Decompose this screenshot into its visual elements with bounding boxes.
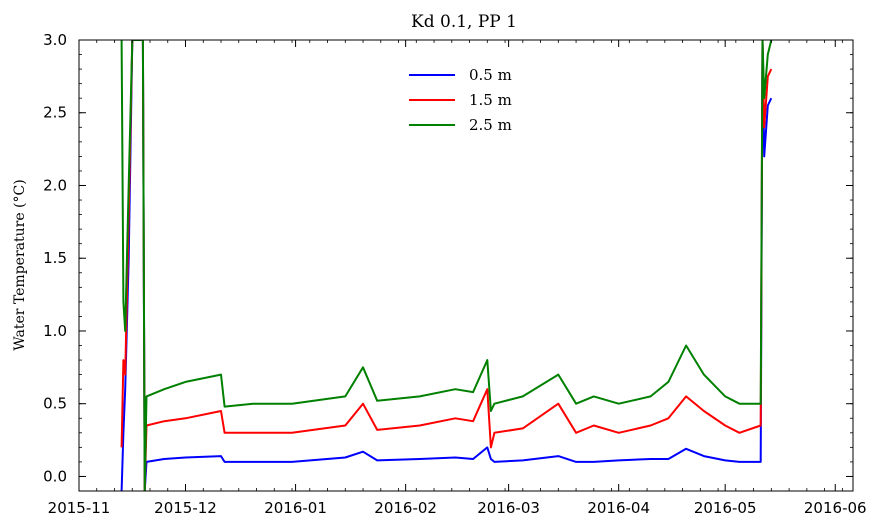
chart-title: Kd 0.1, PP 1 — [411, 12, 517, 32]
ticks-layer: 2015-11 2015-12 2016-01 2016-02 2016-03 2016-… — [43, 31, 866, 517]
series-line-3 — [120, 40, 773, 491]
y-tick-label: 2.0 — [43, 176, 67, 194]
x-tick-label: 2016-01 — [264, 499, 327, 517]
legend: 0.5 m 1.5 m 2.5 m — [409, 66, 512, 134]
x-tick-label: 2016-03 — [477, 499, 540, 517]
y-tick-label: 3.0 — [43, 31, 67, 49]
legend-label: 2.5 m — [469, 116, 512, 134]
x-tick-label: 2016-05 — [694, 499, 757, 517]
x-tick-label: 2016-02 — [374, 499, 437, 517]
y-tick-label: 0.0 — [43, 467, 67, 485]
x-tick-label: 2015-12 — [154, 499, 217, 517]
y-tick-label: 0.5 — [43, 395, 67, 413]
y-tick-label: 1.5 — [43, 249, 67, 267]
legend-label: 1.5 m — [469, 91, 512, 109]
y-tick-label: 1.0 — [43, 322, 67, 340]
x-tick-label: 2016-04 — [587, 499, 650, 517]
series-line-2 — [120, 40, 773, 491]
x-tick-label: 2016-06 — [804, 499, 867, 517]
y-axis-label: Water Temperature (°C) — [12, 179, 28, 350]
x-tick-label: 2015-11 — [48, 499, 111, 517]
series-layer — [120, 40, 773, 491]
series-line-1 — [120, 40, 773, 491]
plot-frame — [78, 39, 854, 492]
legend-label: 0.5 m — [469, 66, 512, 84]
y-tick-label: 2.5 — [43, 104, 67, 122]
